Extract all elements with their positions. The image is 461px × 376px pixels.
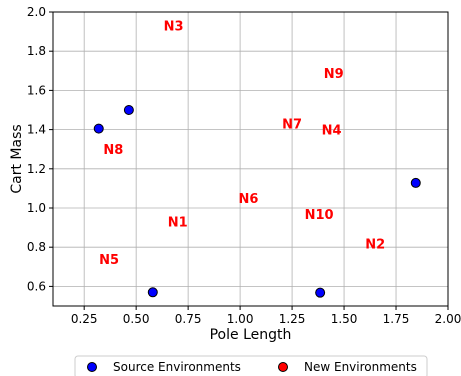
legend-label-source: Source Environments bbox=[113, 360, 241, 374]
x-axis-ticks: 0.25 0.50 0.75 1.00 1.25 1.50 1.75 2.00 bbox=[71, 306, 461, 326]
y-tick-label: 1.2 bbox=[27, 162, 46, 176]
x-tick-label: 2.00 bbox=[435, 312, 461, 326]
annotation-label: N1 bbox=[168, 216, 188, 231]
x-tick-label: 0.75 bbox=[175, 312, 202, 326]
data-point bbox=[93, 123, 104, 134]
legend-label-new: New Environments bbox=[304, 360, 417, 374]
y-tick-label: 0.8 bbox=[27, 240, 46, 254]
annotations: N1 N2 N3 N4 N5 N6 N7 N8 N9 N10 bbox=[99, 20, 385, 268]
x-tick-label: 0.25 bbox=[71, 312, 98, 326]
legend-marker-new bbox=[278, 362, 288, 372]
y-tick-label: 1.4 bbox=[27, 123, 46, 137]
y-axis-title: Cart Mass bbox=[9, 124, 25, 193]
x-tick-label: 1.75 bbox=[383, 312, 410, 326]
legend-marker-source bbox=[87, 362, 97, 372]
data-point bbox=[410, 177, 421, 188]
annotation-label: N10 bbox=[305, 208, 334, 223]
data-point bbox=[123, 105, 134, 115]
x-tick-label: 1.25 bbox=[279, 312, 306, 326]
annotation-label: N5 bbox=[99, 253, 119, 268]
data-point bbox=[147, 287, 158, 298]
annotation-label: N7 bbox=[282, 118, 302, 133]
legend-box bbox=[74, 355, 428, 376]
annotation-label: N4 bbox=[322, 124, 342, 139]
annotation-label: N2 bbox=[365, 237, 385, 252]
annotation-label: N3 bbox=[164, 20, 184, 35]
y-tick-label: 1.0 bbox=[27, 201, 46, 215]
annotation-label: N8 bbox=[103, 143, 123, 158]
y-tick-label: 2.0 bbox=[27, 5, 46, 19]
y-axis-ticks: 0.6 0.8 1.0 1.2 1.4 1.6 1.8 2.0 bbox=[27, 5, 53, 293]
data-point bbox=[315, 287, 326, 298]
y-tick-label: 0.6 bbox=[27, 279, 46, 293]
plot-area-frame bbox=[52, 11, 449, 307]
x-axis-title: Pole Length bbox=[210, 327, 292, 343]
x-tick-label: 1.00 bbox=[227, 312, 254, 326]
x-tick-label: 1.50 bbox=[331, 312, 358, 326]
x-tick-label: 0.50 bbox=[123, 312, 150, 326]
grid-lines bbox=[53, 11, 449, 306]
annotation-label: N9 bbox=[324, 67, 344, 82]
y-tick-label: 1.6 bbox=[27, 83, 46, 97]
y-tick-label: 1.8 bbox=[27, 44, 46, 58]
legend: Source Environments New Environments bbox=[74, 355, 428, 376]
data-points bbox=[93, 105, 421, 298]
annotation-label: N6 bbox=[238, 192, 258, 207]
